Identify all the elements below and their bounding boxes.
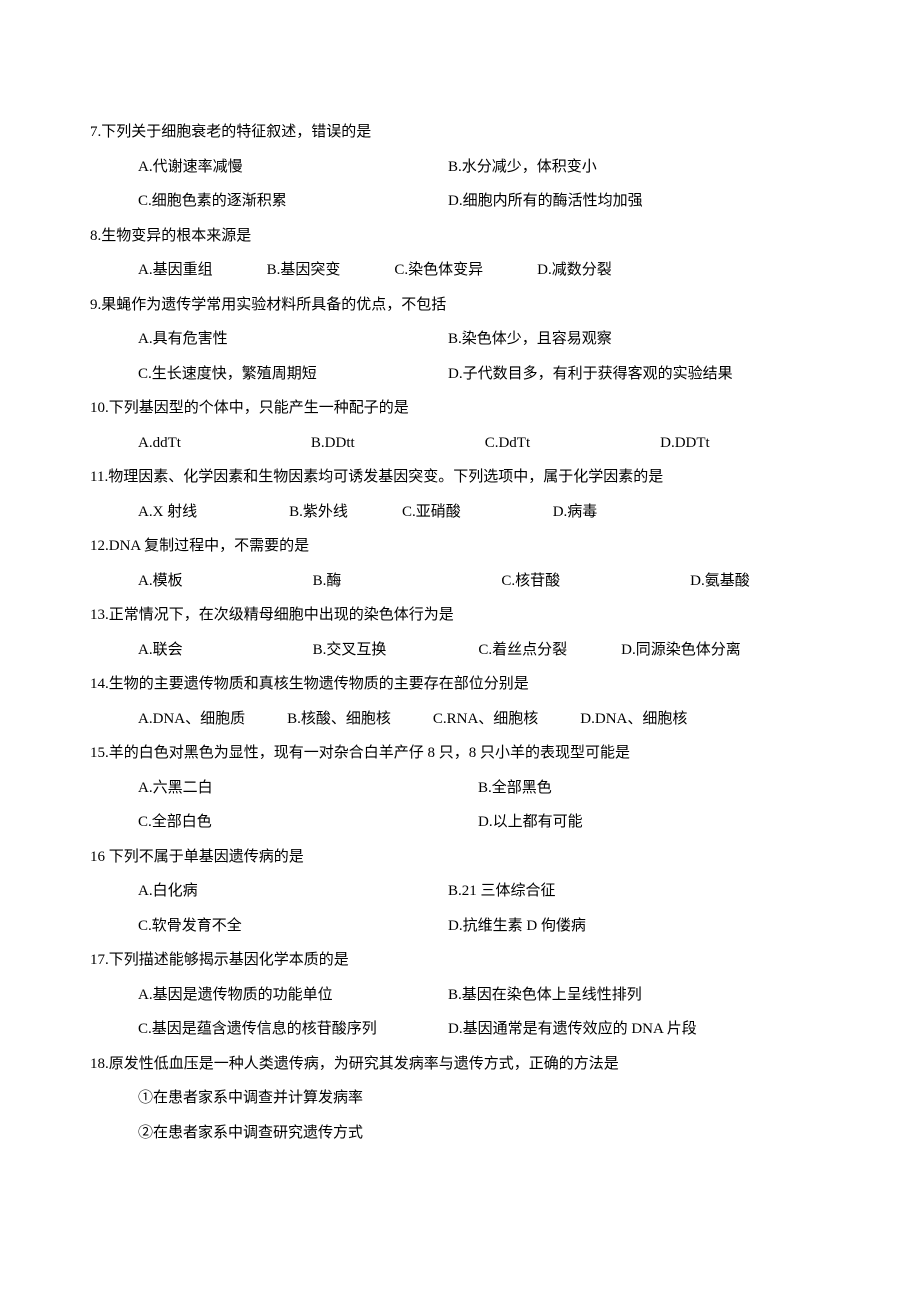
q13-opt-d: D.同源染色体分离 <box>621 633 741 668</box>
q16-stem: 16 下列不属于单基因遗传病的是 <box>90 840 830 875</box>
q15-stem: 15.羊的白色对黑色为显性，现有一对杂合白羊产仔 8 只，8 只小羊的表现型可能… <box>90 736 830 771</box>
question-17: 17.下列描述能够揭示基因化学本质的是 A.基因是遗传物质的功能单位 B.基因在… <box>90 943 830 1047</box>
q15-opt-d: D.以上都有可能 <box>478 805 583 840</box>
q17-opt-b: B.基因在染色体上呈线性排列 <box>448 978 642 1013</box>
q10-options: A.ddTt B.DDtt C.DdTt D.DDTt <box>90 426 830 461</box>
q8-options: A.基因重组 B.基因突变 C.染色体变异 D.减数分裂 <box>90 253 830 288</box>
q10-opt-a: A.ddTt <box>138 426 181 461</box>
q15-opt-b: B.全部黑色 <box>478 771 552 806</box>
q8-stem: 8.生物变异的根本来源是 <box>90 219 830 254</box>
q18-line-1: ①在患者家系中调查并计算发病率 <box>138 1081 830 1116</box>
question-18: 18.原发性低血压是一种人类遗传病，为研究其发病率与遗传方式，正确的方法是 ①在… <box>90 1047 830 1151</box>
q8-opt-c: C.染色体变异 <box>394 253 483 288</box>
q16-opt-a: A.白化病 <box>138 874 448 909</box>
q12-stem: 12.DNA 复制过程中，不需要的是 <box>90 529 830 564</box>
q12-options: A.模板 B.酶 C.核苷酸 D.氨基酸 <box>90 564 830 599</box>
q18-stem: 18.原发性低血压是一种人类遗传病，为研究其发病率与遗传方式，正确的方法是 <box>90 1047 830 1082</box>
q12-opt-d: D.氨基酸 <box>690 564 750 599</box>
q13-opt-b: B.交叉互换 <box>313 633 387 668</box>
question-12: 12.DNA 复制过程中，不需要的是 A.模板 B.酶 C.核苷酸 D.氨基酸 <box>90 529 830 598</box>
question-8: 8.生物变异的根本来源是 A.基因重组 B.基因突变 C.染色体变异 D.减数分… <box>90 219 830 288</box>
q16-opt-b: B.21 三体综合征 <box>448 874 556 909</box>
q17-opt-d: D.基因通常是有遗传效应的 DNA 片段 <box>448 1012 697 1047</box>
q15-opt-c: C.全部白色 <box>138 805 478 840</box>
q9-stem: 9.果蝇作为遗传学常用实验材料所具备的优点，不包括 <box>90 288 830 323</box>
question-14: 14.生物的主要遗传物质和真核生物遗传物质的主要存在部位分别是 A.DNA、细胞… <box>90 667 830 736</box>
q13-stem: 13.正常情况下，在次级精母细胞中出现的染色体行为是 <box>90 598 830 633</box>
q7-opt-b: B.水分减少，体积变小 <box>448 150 597 185</box>
question-11: 11.物理因素、化学因素和生物因素均可诱发基因突变。下列选项中，属于化学因素的是… <box>90 460 830 529</box>
q18-lines: ①在患者家系中调查并计算发病率 ②在患者家系中调查研究遗传方式 <box>90 1081 830 1150</box>
q13-opt-c: C.着丝点分裂 <box>478 633 567 668</box>
q10-opt-c: C.DdTt <box>485 426 530 461</box>
q16-opt-c: C.软骨发育不全 <box>138 909 448 944</box>
q7-options: A.代谢速率减慢 B.水分减少，体积变小 C.细胞色素的逐渐积累 D.细胞内所有… <box>90 150 830 219</box>
q18-line-2: ②在患者家系中调查研究遗传方式 <box>138 1116 830 1151</box>
q8-opt-b: B.基因突变 <box>267 253 341 288</box>
q10-opt-b: B.DDtt <box>311 426 355 461</box>
q11-opt-d: D.病毒 <box>553 495 598 530</box>
q14-opt-d: D.DNA、细胞核 <box>580 702 687 737</box>
q15-opt-a: A.六黑二白 <box>138 771 478 806</box>
q17-opt-c: C.基因是蕴含遗传信息的核苷酸序列 <box>138 1012 448 1047</box>
q10-opt-d: D.DDTt <box>660 426 710 461</box>
q8-opt-d: D.减数分裂 <box>537 253 612 288</box>
q9-options: A.具有危害性 B.染色体少，且容易观察 C.生长速度快，繁殖周期短 D.子代数… <box>90 322 830 391</box>
q7-opt-c: C.细胞色素的逐渐积累 <box>138 184 448 219</box>
question-9: 9.果蝇作为遗传学常用实验材料所具备的优点，不包括 A.具有危害性 B.染色体少… <box>90 288 830 392</box>
q9-opt-d: D.子代数目多，有利于获得客观的实验结果 <box>448 357 733 392</box>
exam-page: 7.下列关于细胞衰老的特征叙述，错误的是 A.代谢速率减慢 B.水分减少，体积变… <box>0 0 920 1210</box>
q17-opt-a: A.基因是遗传物质的功能单位 <box>138 978 448 1013</box>
q14-stem: 14.生物的主要遗传物质和真核生物遗传物质的主要存在部位分别是 <box>90 667 830 702</box>
q15-options: A.六黑二白 B.全部黑色 C.全部白色 D.以上都有可能 <box>90 771 830 840</box>
q14-options: A.DNA、细胞质 B.核酸、细胞核 C.RNA、细胞核 D.DNA、细胞核 <box>90 702 830 737</box>
question-10: 10.下列基因型的个体中，只能产生一种配子的是 A.ddTt B.DDtt C.… <box>90 391 830 460</box>
q16-options: A.白化病 B.21 三体综合征 C.软骨发育不全 D.抗维生素 D 佝偻病 <box>90 874 830 943</box>
q13-opt-a: A.联会 <box>138 633 183 668</box>
q9-opt-c: C.生长速度快，繁殖周期短 <box>138 357 448 392</box>
q14-opt-c: C.RNA、细胞核 <box>433 702 538 737</box>
q16-opt-d: D.抗维生素 D 佝偻病 <box>448 909 586 944</box>
q13-options: A.联会 B.交叉互换 C.着丝点分裂 D.同源染色体分离 <box>90 633 830 668</box>
q11-stem: 11.物理因素、化学因素和生物因素均可诱发基因突变。下列选项中，属于化学因素的是 <box>90 460 830 495</box>
question-15: 15.羊的白色对黑色为显性，现有一对杂合白羊产仔 8 只，8 只小羊的表现型可能… <box>90 736 830 840</box>
question-13: 13.正常情况下，在次级精母细胞中出现的染色体行为是 A.联会 B.交叉互换 C… <box>90 598 830 667</box>
q12-opt-c: C.核苷酸 <box>501 564 560 599</box>
q8-opt-a: A.基因重组 <box>138 253 213 288</box>
q11-opt-b: B.紫外线 <box>289 495 348 530</box>
q7-opt-a: A.代谢速率减慢 <box>138 150 448 185</box>
q10-stem: 10.下列基因型的个体中，只能产生一种配子的是 <box>90 391 830 426</box>
q12-opt-a: A.模板 <box>138 564 183 599</box>
q9-opt-a: A.具有危害性 <box>138 322 448 357</box>
question-7: 7.下列关于细胞衰老的特征叙述，错误的是 A.代谢速率减慢 B.水分减少，体积变… <box>90 115 830 219</box>
q17-options: A.基因是遗传物质的功能单位 B.基因在染色体上呈线性排列 C.基因是蕴含遗传信… <box>90 978 830 1047</box>
question-16: 16 下列不属于单基因遗传病的是 A.白化病 B.21 三体综合征 C.软骨发育… <box>90 840 830 944</box>
q11-opt-c: C.亚硝酸 <box>402 495 461 530</box>
q11-options: A.X 射线 B.紫外线 C.亚硝酸 D.病毒 <box>90 495 830 530</box>
q11-opt-a: A.X 射线 <box>138 495 197 530</box>
q9-opt-b: B.染色体少，且容易观察 <box>448 322 612 357</box>
q17-stem: 17.下列描述能够揭示基因化学本质的是 <box>90 943 830 978</box>
q14-opt-b: B.核酸、细胞核 <box>287 702 391 737</box>
q7-opt-d: D.细胞内所有的酶活性均加强 <box>448 184 643 219</box>
q7-stem: 7.下列关于细胞衰老的特征叙述，错误的是 <box>90 115 830 150</box>
q14-opt-a: A.DNA、细胞质 <box>138 702 245 737</box>
q12-opt-b: B.酶 <box>313 564 342 599</box>
